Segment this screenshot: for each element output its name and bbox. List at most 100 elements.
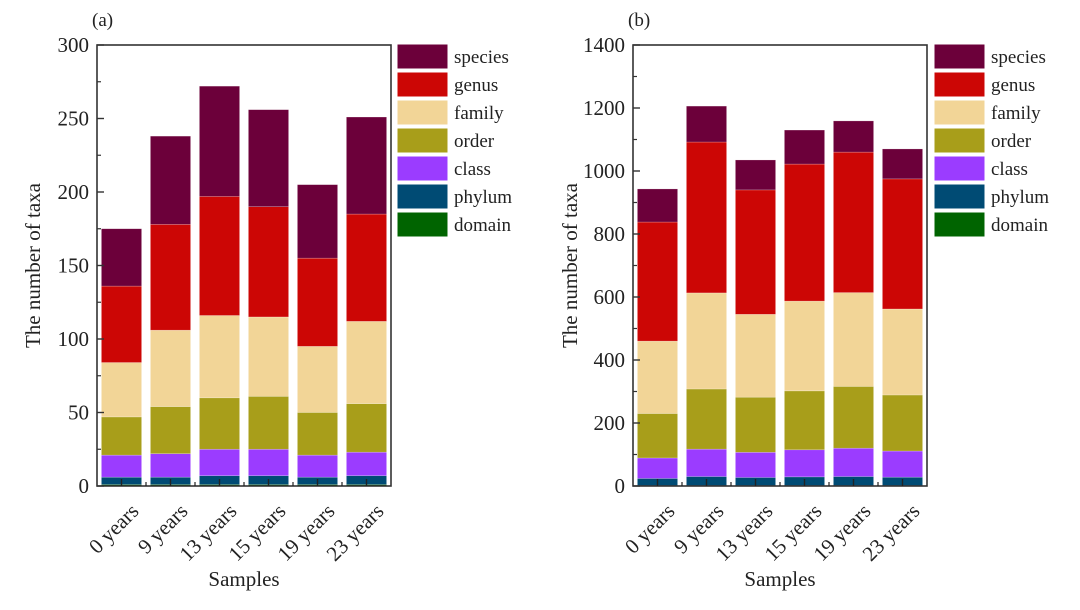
bar-segment-order	[735, 396, 776, 453]
bar-segment-class	[637, 457, 678, 479]
bar-segment-family	[150, 329, 191, 407]
legend-swatch-species	[396, 43, 449, 70]
legend-item-family: family	[933, 99, 1041, 126]
legend-swatch-domain	[396, 211, 449, 238]
bar-segment-species	[199, 85, 240, 197]
legend-label: domain	[454, 215, 511, 236]
y-tick-label: 800	[594, 222, 626, 246]
legend-swatch-domain	[933, 211, 986, 238]
bar-segment-species	[882, 148, 923, 180]
bar-segment-species	[833, 120, 874, 153]
bar-segment-family	[882, 308, 923, 396]
legend-label: class	[454, 159, 491, 180]
legend-swatch-order	[396, 127, 449, 154]
legend-label: domain	[991, 215, 1048, 236]
bar-segment-family	[199, 315, 240, 399]
y-tick-label: 0	[79, 474, 90, 498]
legend-item-family: family	[396, 99, 504, 126]
bar-segment-genus	[686, 141, 727, 294]
legend-item-species: species	[396, 43, 509, 70]
bar-segment-species	[297, 184, 338, 259]
y-tick-label: 150	[58, 254, 90, 278]
bars-group	[637, 105, 923, 487]
bar-segment-species	[248, 109, 289, 207]
y-tick-label: 1400	[583, 33, 625, 57]
legend-label: phylum	[454, 187, 512, 208]
legend-swatch-family	[396, 99, 449, 126]
bar-segment-species	[637, 188, 678, 223]
bar-segment-species	[686, 105, 727, 143]
bar-segment-family	[784, 300, 825, 392]
bars-group	[101, 85, 387, 487]
legend-item-domain: domain	[396, 211, 511, 238]
legend-item-species: species	[933, 43, 1046, 70]
legend-label: genus	[991, 75, 1035, 96]
legend-label: order	[454, 131, 495, 152]
bar-segment-genus	[882, 178, 923, 310]
y-tick-label: 400	[594, 348, 626, 372]
legend-label: phylum	[991, 187, 1049, 208]
bar-segment-class	[735, 451, 776, 478]
y-tick-label: 100	[58, 327, 90, 351]
bar-segment-genus	[101, 285, 142, 363]
y-axis-title: The number of taxa	[558, 182, 582, 348]
y-tick-label: 250	[58, 107, 90, 131]
bar-segment-class	[150, 453, 191, 478]
bar-segment-order	[784, 390, 825, 451]
y-tick-label: 50	[68, 401, 89, 425]
legend-item-order: order	[396, 127, 495, 154]
legend-swatch-phylum	[933, 183, 986, 210]
legend-swatch-order	[933, 127, 986, 154]
legend-label: family	[454, 103, 504, 124]
bar-segment-class	[882, 450, 923, 478]
legend-label: genus	[454, 75, 498, 96]
bar-segment-class	[346, 451, 387, 477]
legend-swatch-class	[396, 155, 449, 182]
bar-segment-class	[686, 448, 727, 477]
bar-segment-order	[101, 416, 142, 456]
bar-segment-family	[248, 316, 289, 397]
bar-segment-family	[686, 292, 727, 390]
legend-swatch-phylum	[396, 183, 449, 210]
y-tick-label: 600	[594, 285, 626, 309]
bar-segment-order	[833, 386, 874, 449]
legend-item-phylum: phylum	[396, 183, 512, 210]
bar-segment-class	[784, 449, 825, 478]
bar-segment-genus	[784, 163, 825, 302]
y-tick-label: 300	[58, 33, 90, 57]
legend: species genus family order class phylum domain	[396, 43, 512, 238]
bar-segment-family	[735, 314, 776, 398]
bar-segment-order	[150, 406, 191, 454]
bar-segment-species	[784, 129, 825, 165]
legend-item-domain: domain	[933, 211, 1048, 238]
y-tick-label: 200	[58, 180, 90, 204]
bar-segment-genus	[833, 151, 874, 293]
bar-segment-order	[248, 396, 289, 450]
bar-segment-species	[735, 159, 776, 191]
bar-segment-order	[346, 403, 387, 453]
legend-label: species	[991, 47, 1046, 68]
bar-segment-family	[101, 362, 142, 418]
bar-segment-order	[297, 412, 338, 456]
legend-swatch-class	[933, 155, 986, 182]
bar-segment-order	[882, 394, 923, 452]
bar-segment-genus	[637, 221, 678, 342]
bar-segment-species	[346, 116, 387, 215]
panel-label: (a)	[92, 10, 113, 31]
bar-segment-class	[199, 448, 240, 477]
legend-item-order: order	[933, 127, 1032, 154]
legend-label: order	[991, 131, 1032, 152]
y-tick-label: 1200	[583, 96, 625, 120]
x-axis-title: Samples	[744, 567, 815, 591]
legend-label: family	[991, 103, 1041, 124]
bar-segment-order	[686, 388, 727, 450]
y-tick-label: 1000	[583, 159, 625, 183]
bar-segment-genus	[735, 189, 776, 315]
bar-segment-genus	[346, 213, 387, 322]
bar-segment-species	[101, 228, 142, 287]
panel-label: (b)	[628, 10, 650, 31]
